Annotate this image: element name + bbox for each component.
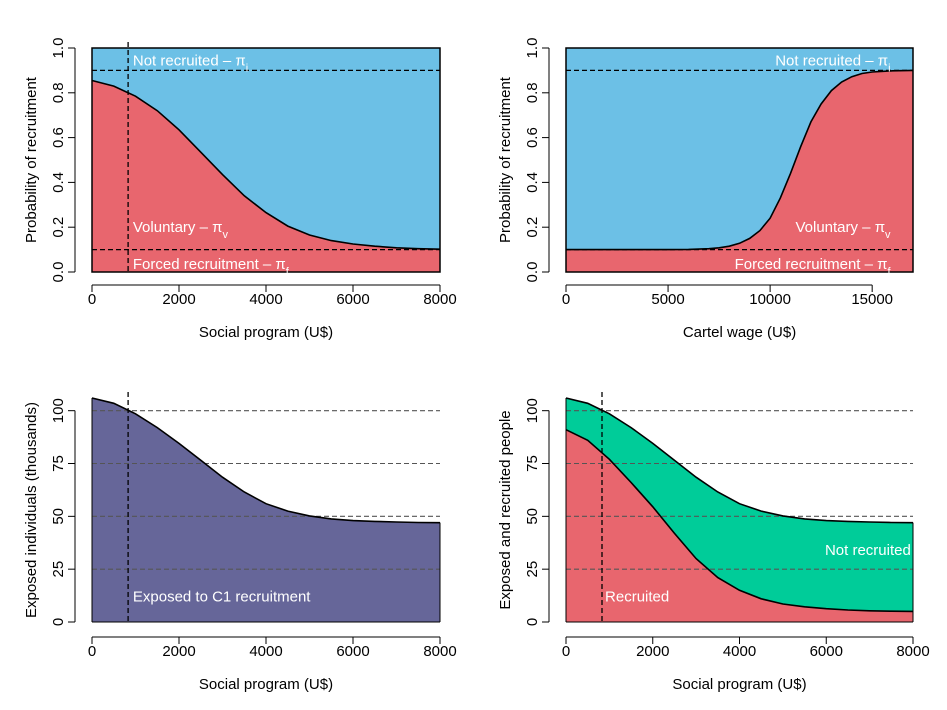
x-tick-label: 2000 [636, 643, 669, 660]
annotation-label: Forced recruitment – πf [133, 256, 290, 278]
y-tick-label: 25 [524, 561, 541, 578]
x-tick-label: 4000 [249, 291, 282, 308]
y-tick-label: 50 [524, 508, 541, 525]
panel-p4: Not recruited Recruited 0 2000 4000 6000 8000 S… [497, 392, 930, 693]
x-tick-label: 8000 [423, 291, 456, 308]
x-tick-label: 2000 [162, 643, 195, 660]
region-recruited [566, 70, 913, 273]
x-tick-label: 0 [562, 643, 570, 660]
annotation-label: Not recruited [825, 542, 911, 559]
x-axis-label: Social program (U$) [672, 676, 806, 693]
y-tick-label: 75 [50, 455, 67, 472]
y-tick-label: 0.6 [524, 127, 541, 148]
y-axis-label: Exposed and recruited people [497, 410, 514, 609]
x-tick-label: 0 [562, 291, 570, 308]
x-axis-label: Social program (U$) [199, 324, 333, 341]
annotation-label: Voluntary – πv [133, 219, 229, 241]
x-tick-label: 2000 [162, 291, 195, 308]
recruitment-curve [91, 79, 441, 250]
panel-p1: Not recruited – πi Voluntary – πv Forced r… [23, 38, 457, 341]
x-tick-label: 8000 [896, 643, 929, 660]
y-tick-label: 0.4 [524, 172, 541, 193]
x-tick-label: 0 [88, 643, 96, 660]
y-tick-label: 1.0 [50, 38, 67, 59]
y-tick-label: 0.2 [50, 217, 67, 238]
y-tick-label: 0 [50, 618, 67, 626]
x-axis-label: Social program (U$) [199, 676, 333, 693]
recruitment-curve [91, 397, 441, 524]
x-tick-label: 6000 [336, 643, 369, 660]
y-tick-label: 75 [524, 455, 541, 472]
x-tick-label: 15000 [851, 291, 893, 308]
y-tick-label: 100 [524, 398, 541, 423]
y-tick-label: 50 [50, 508, 67, 525]
annotation-label: Recruited [605, 589, 669, 606]
y-tick-label: 0.8 [50, 82, 67, 103]
annotation-label: Forced recruitment – πf [735, 256, 892, 278]
recruitment-curve [565, 428, 914, 613]
x-tick-label: 6000 [336, 291, 369, 308]
y-tick-label: 0.2 [524, 217, 541, 238]
region-recruited [566, 429, 913, 622]
annotation-label: Exposed to C1 recruitment [133, 589, 311, 606]
x-tick-label: 0 [88, 291, 96, 308]
x-tick-label: 6000 [810, 643, 843, 660]
y-tick-label: 0.8 [524, 82, 541, 103]
annotation-label: Voluntary – πv [795, 219, 891, 241]
annotation-label: Not recruited – πi [775, 52, 890, 74]
y-tick-label: 1.0 [524, 38, 541, 59]
x-tick-label: 10000 [749, 291, 791, 308]
recruitment-curve [566, 69, 914, 251]
plot-frame [565, 47, 914, 273]
y-tick-label: 100 [50, 398, 67, 423]
y-axis-label: Probability of recruitment [497, 76, 514, 243]
panel-p3: Exposed to C1 recruitment 0 2000 4000 6000 80… [23, 392, 457, 693]
y-tick-label: 0.0 [524, 262, 541, 283]
y-tick-label: 0.0 [50, 262, 67, 283]
y-axis-label: Probability of recruitment [23, 76, 40, 243]
x-axis-label: Cartel wage (U$) [683, 324, 796, 341]
x-tick-label: 5000 [651, 291, 684, 308]
y-axis-label: Exposed individuals (thousands) [23, 402, 40, 618]
panel-p2: Not recruited – πi Voluntary – πv Forced r… [497, 38, 914, 341]
x-tick-label: 8000 [423, 643, 456, 660]
annotation-label: Not recruited – πi [133, 52, 248, 74]
x-tick-label: 4000 [723, 643, 756, 660]
y-tick-label: 0 [524, 618, 541, 626]
x-tick-label: 4000 [249, 643, 282, 660]
exposed-curve [565, 397, 914, 524]
y-tick-label: 25 [50, 561, 67, 578]
region-recruited [92, 80, 440, 272]
y-tick-label: 0.4 [50, 172, 67, 193]
region-exposed [92, 398, 440, 622]
plot-frame [91, 47, 441, 273]
y-tick-label: 0.6 [50, 127, 67, 148]
